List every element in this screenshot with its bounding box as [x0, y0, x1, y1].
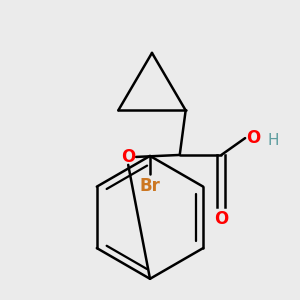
Text: H: H: [267, 133, 279, 148]
Text: O: O: [246, 129, 260, 147]
Text: O: O: [214, 210, 229, 228]
Text: Br: Br: [140, 177, 160, 195]
Text: O: O: [121, 148, 135, 166]
